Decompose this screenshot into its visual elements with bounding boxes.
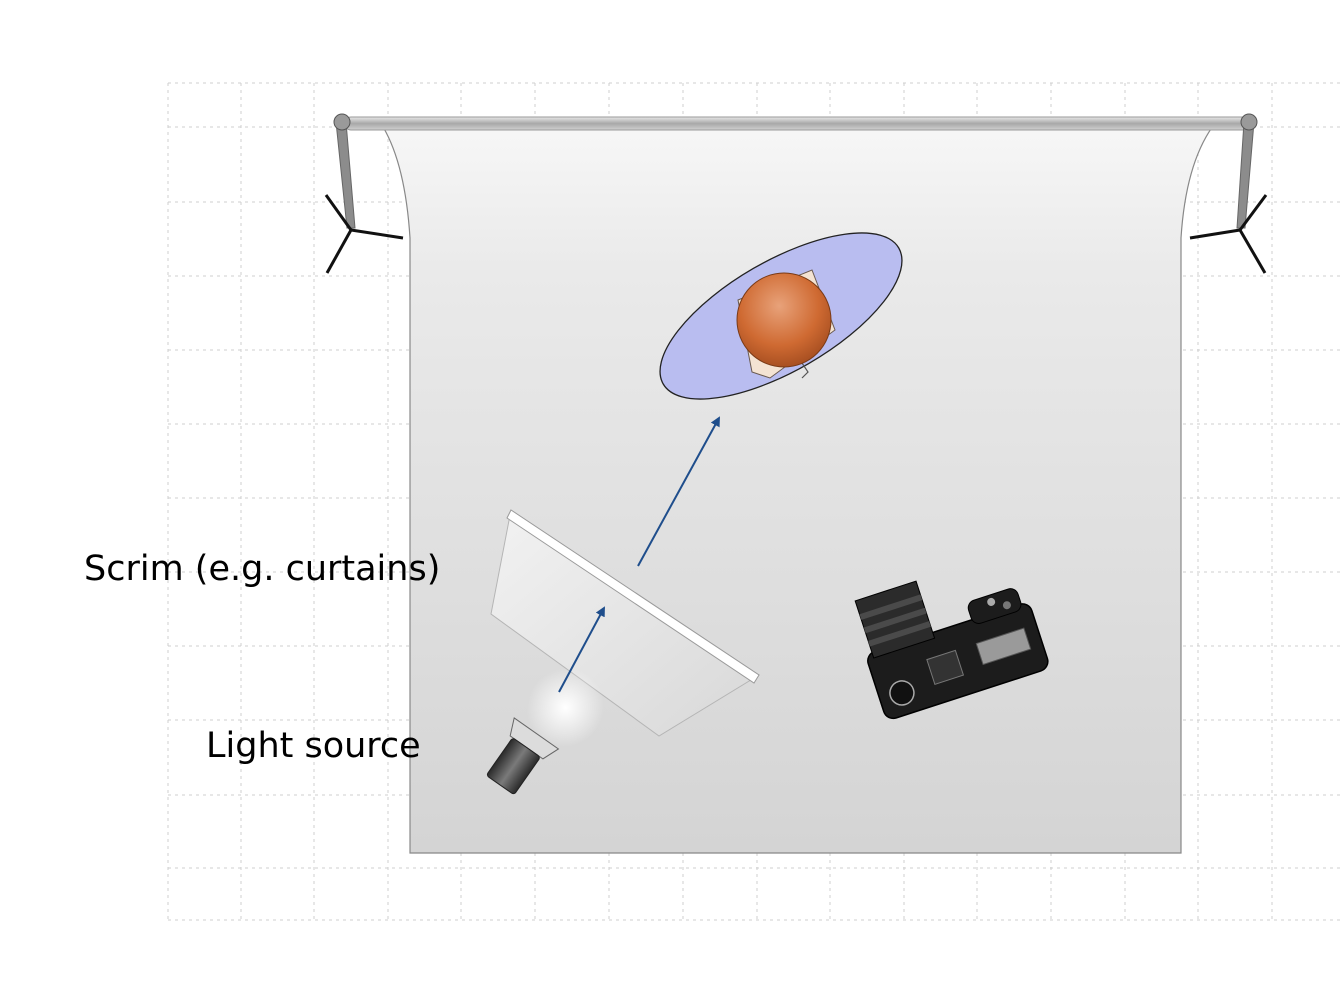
light-source (486, 668, 605, 795)
scrim-label: Scrim (e.g. curtains) (84, 549, 441, 589)
backdrop-stand-right (1189, 113, 1268, 274)
subject (659, 232, 903, 400)
light-source-label: Light source (206, 726, 421, 766)
backdrop-stand-left (324, 113, 404, 274)
subject-head (736, 272, 832, 368)
scrim-panel (490, 509, 760, 737)
camera (854, 580, 1049, 720)
backdrop-pole (344, 116, 1251, 131)
light-arrow-to-scrim (558, 606, 605, 693)
backdrop-paper (378, 121, 1218, 854)
light-arrow-to-subject (637, 416, 720, 567)
